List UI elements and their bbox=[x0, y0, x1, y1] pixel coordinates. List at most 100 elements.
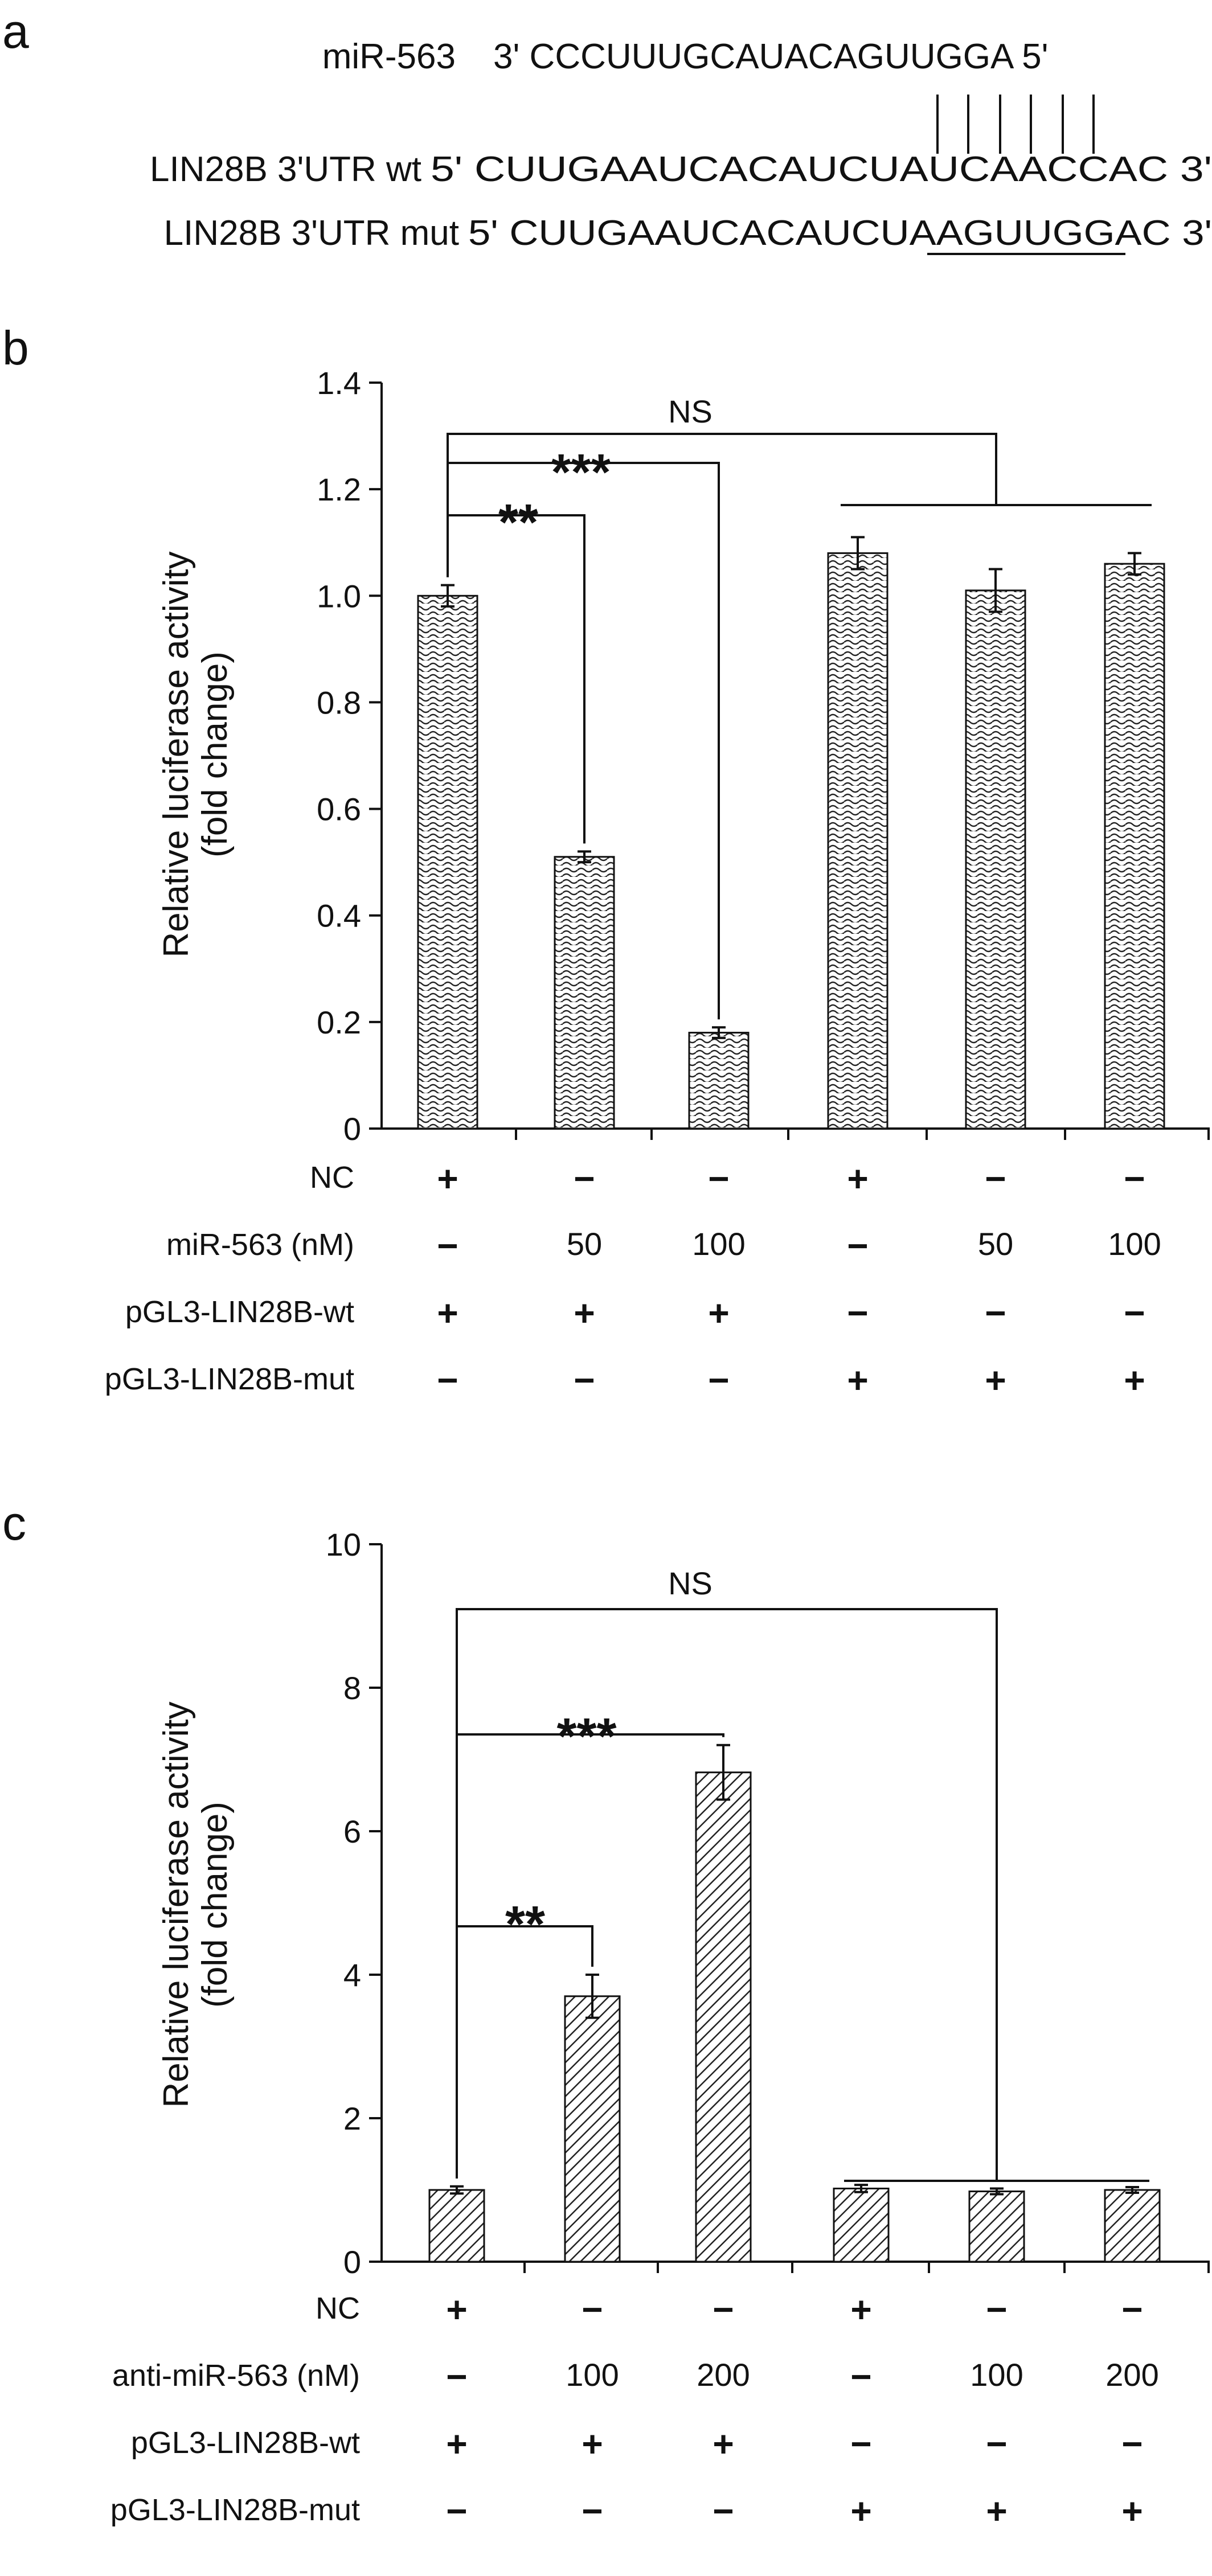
wt-name: LIN28B 3'UTR wt bbox=[150, 150, 421, 189]
condition-label: NC bbox=[316, 2291, 360, 2325]
condition-value: + bbox=[437, 1293, 458, 1334]
significance-label: *** bbox=[556, 1708, 616, 1765]
condition-value: − bbox=[574, 1158, 595, 1199]
condition-value: − bbox=[713, 2491, 734, 2532]
bar bbox=[968, 2191, 1025, 2263]
condition-label: pGL3-LIN28B-mut bbox=[105, 1362, 354, 1396]
bar bbox=[965, 589, 1026, 1130]
y-tick-label: 2 bbox=[343, 2101, 361, 2136]
mir-sequence: 3' CCCUUUGCAUACAGUUGGA 5' bbox=[493, 37, 1049, 76]
condition-value: + bbox=[708, 1293, 729, 1334]
y-axis-label-unit: (fold change) bbox=[195, 1802, 235, 2008]
mir-name: miR-563 bbox=[322, 37, 456, 76]
condition-value: 50 bbox=[978, 1226, 1013, 1262]
bar bbox=[417, 594, 478, 1130]
significance-label: *** bbox=[551, 444, 611, 501]
condition-label: pGL3-LIN28B-mut bbox=[110, 2493, 360, 2527]
condition-value: + bbox=[850, 2289, 871, 2330]
significance-bracket bbox=[447, 433, 997, 577]
panel-letter-b: b bbox=[2, 321, 29, 375]
y-tick-label: 6 bbox=[343, 1814, 361, 1849]
y-tick-label: 0.6 bbox=[317, 791, 361, 827]
condition-value: − bbox=[985, 1293, 1006, 1334]
y-tick-label: 0 bbox=[343, 2244, 361, 2280]
bar bbox=[1104, 563, 1165, 1130]
condition-value: − bbox=[850, 2423, 871, 2464]
y-tick-label: 0.8 bbox=[317, 684, 361, 720]
bar bbox=[833, 2187, 890, 2263]
significance-label: NS bbox=[668, 1565, 713, 1601]
significance-label: ** bbox=[498, 494, 538, 551]
condition-value: + bbox=[985, 1360, 1006, 1401]
y-tick-label: 0.4 bbox=[317, 898, 361, 934]
condition-value: 200 bbox=[697, 2357, 750, 2393]
condition-value: + bbox=[713, 2423, 734, 2464]
condition-label: pGL3-LIN28B-wt bbox=[131, 2426, 360, 2460]
condition-label: anti-miR-563 (nM) bbox=[112, 2358, 360, 2393]
condition-value: + bbox=[847, 1158, 868, 1199]
bar bbox=[564, 1995, 621, 2263]
condition-value: + bbox=[986, 2491, 1007, 2532]
condition-value: − bbox=[1121, 2423, 1143, 2464]
significance-bracket bbox=[456, 1608, 998, 2181]
condition-value: 100 bbox=[970, 2357, 1023, 2393]
condition-value: − bbox=[985, 1158, 1006, 1199]
y-tick-label: 0.2 bbox=[317, 1004, 361, 1040]
condition-value: − bbox=[582, 2491, 603, 2532]
condition-value: − bbox=[986, 2289, 1007, 2330]
condition-value: 50 bbox=[567, 1226, 602, 1262]
y-tick-label: 8 bbox=[343, 1670, 361, 1706]
condition-value: − bbox=[1121, 2289, 1143, 2330]
wt-sequence: 5' CUUGAAUCACAUCUAUCAACCAC 3' bbox=[431, 150, 1212, 189]
y-tick-label: 10 bbox=[326, 1527, 361, 1562]
panel-letter-a: a bbox=[2, 5, 29, 58]
condition-value: + bbox=[437, 1158, 458, 1199]
mut-sequence: 5' CUUGAAUCACAUCUAAGUUGGAC 3' bbox=[468, 214, 1212, 253]
chart-b: 0 0.2 0.4 0.6 0.8 1.0 1.2 1.4 Relative luciferas… bbox=[105, 365, 1210, 1401]
bar bbox=[428, 2189, 485, 2263]
chart-c: 0 2 4 6 8 10 Relative luciferase activity (fold… bbox=[110, 1527, 1210, 2532]
condition-label: pGL3-LIN28B-wt bbox=[125, 1295, 354, 1329]
condition-value: − bbox=[708, 1158, 729, 1199]
condition-value: − bbox=[1124, 1293, 1145, 1334]
bar bbox=[695, 1771, 752, 2263]
condition-value: − bbox=[708, 1360, 729, 1401]
condition-value: − bbox=[574, 1360, 595, 1401]
condition-value: − bbox=[446, 2491, 467, 2532]
condition-value: − bbox=[446, 2356, 467, 2397]
condition-value: 100 bbox=[566, 2357, 619, 2393]
y-axis-label: Relative luciferase activity bbox=[157, 1701, 196, 2107]
bar bbox=[554, 856, 615, 1130]
condition-label: NC bbox=[310, 1160, 354, 1195]
condition-value: + bbox=[1121, 2491, 1143, 2532]
condition-label: miR-563 (nM) bbox=[166, 1228, 354, 1262]
condition-value: − bbox=[986, 2423, 1007, 2464]
base-pair-lines bbox=[936, 95, 1095, 154]
y-tick-label: 0 bbox=[343, 1111, 361, 1147]
panel-b: b 0 0.2 0.4 0.6 0.8 1.0 1.2 1.4 Relative lucifer… bbox=[2, 321, 1210, 1401]
significance-label: NS bbox=[668, 393, 713, 429]
condition-value: − bbox=[437, 1360, 458, 1401]
condition-value: − bbox=[582, 2289, 603, 2330]
y-tick-label: 1.4 bbox=[317, 365, 361, 401]
y-axis-label: Relative luciferase activity bbox=[157, 551, 196, 957]
condition-value: + bbox=[1124, 1360, 1145, 1401]
mut-name: LIN28B 3'UTR mut bbox=[164, 214, 459, 253]
condition-value: + bbox=[850, 2491, 871, 2532]
condition-value: − bbox=[847, 1225, 868, 1266]
condition-value: + bbox=[582, 2423, 603, 2464]
y-tick-label: 4 bbox=[343, 1957, 361, 1993]
condition-value: + bbox=[446, 2289, 467, 2330]
condition-value: − bbox=[713, 2289, 734, 2330]
condition-value: − bbox=[850, 2356, 871, 2397]
condition-value: + bbox=[446, 2423, 467, 2464]
panel-a: a miR-563 3' CCCUUUGCAUACAGUUGGA 5' LIN2… bbox=[2, 5, 1212, 255]
significance-label: ** bbox=[505, 1896, 545, 1953]
y-axis-label-unit: (fold change) bbox=[195, 651, 235, 858]
condition-value: 100 bbox=[1108, 1226, 1161, 1262]
condition-value: + bbox=[574, 1293, 595, 1334]
condition-value: 200 bbox=[1105, 2357, 1158, 2393]
bar bbox=[827, 552, 888, 1130]
condition-value: − bbox=[437, 1225, 458, 1266]
